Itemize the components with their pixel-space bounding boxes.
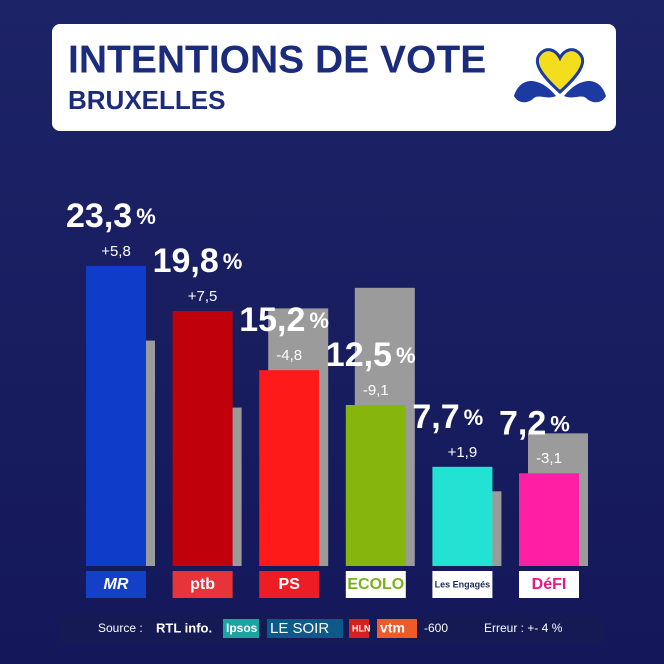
value-number: 19,8 bbox=[153, 242, 219, 280]
value-label: 23,3% bbox=[66, 197, 156, 235]
brussels-logo bbox=[514, 48, 606, 103]
party-logo bbox=[519, 571, 579, 598]
source-item: Erreur : +- 4 % bbox=[484, 621, 563, 635]
source-logo bbox=[223, 619, 259, 638]
bar bbox=[86, 265, 146, 566]
category-label: ptb bbox=[190, 576, 215, 593]
bar bbox=[172, 310, 233, 566]
bar bbox=[345, 405, 406, 566]
header-box bbox=[52, 24, 616, 131]
party-logo bbox=[86, 571, 146, 598]
source-item: HLN bbox=[352, 623, 371, 633]
change-label: +7,5 bbox=[188, 288, 218, 305]
value-number: 12,5 bbox=[326, 336, 392, 374]
value-label: 7,2% bbox=[499, 404, 570, 442]
value-unit: % bbox=[223, 249, 243, 274]
bar bbox=[259, 370, 320, 566]
value-label: 7,7% bbox=[412, 398, 483, 436]
party-logo bbox=[259, 571, 320, 598]
category-label: DéFI bbox=[532, 576, 567, 593]
value-number: 7,7 bbox=[412, 398, 459, 436]
change-label: +1,9 bbox=[448, 444, 478, 461]
source-logo bbox=[349, 619, 369, 638]
value-unit: % bbox=[396, 343, 416, 368]
chart-subtitle: BRUXELLES bbox=[68, 85, 225, 115]
category-label: MR bbox=[104, 576, 129, 593]
category-label: Les Engagés bbox=[435, 579, 491, 589]
value-label: 15,2% bbox=[239, 301, 329, 339]
source-item: vtm bbox=[380, 620, 405, 636]
value-unit: % bbox=[136, 204, 156, 229]
source-item: RTL info. bbox=[156, 620, 212, 635]
category-label: PS bbox=[279, 576, 301, 593]
party-logo bbox=[345, 571, 406, 598]
party-logo bbox=[172, 571, 233, 598]
party-logo bbox=[432, 571, 493, 598]
value-label: 19,8% bbox=[153, 242, 243, 280]
value-unit: % bbox=[464, 405, 484, 430]
value-unit: % bbox=[550, 411, 570, 436]
value-unit: % bbox=[309, 308, 329, 333]
value-number: 23,3 bbox=[66, 197, 132, 235]
bar bbox=[519, 473, 579, 566]
chart-title: INTENTIONS DE VOTE bbox=[68, 38, 486, 81]
change-label: +5,8 bbox=[101, 243, 131, 260]
change-label: -9,1 bbox=[363, 382, 389, 399]
source-logo bbox=[377, 619, 417, 638]
source-item: LE SOIR bbox=[270, 620, 329, 637]
source-item: -600 bbox=[424, 621, 448, 635]
source-logo bbox=[267, 619, 343, 638]
source-item: Source : bbox=[98, 621, 143, 635]
value-number: 15,2 bbox=[239, 301, 305, 339]
change-label: -4,8 bbox=[276, 347, 302, 364]
change-label: -3,1 bbox=[536, 450, 562, 467]
category-label: ECOLO bbox=[347, 576, 404, 593]
source-item: Ipsos bbox=[226, 621, 258, 635]
value-number: 7,2 bbox=[499, 404, 546, 442]
value-label: 12,5% bbox=[326, 336, 416, 374]
bar bbox=[432, 466, 493, 566]
